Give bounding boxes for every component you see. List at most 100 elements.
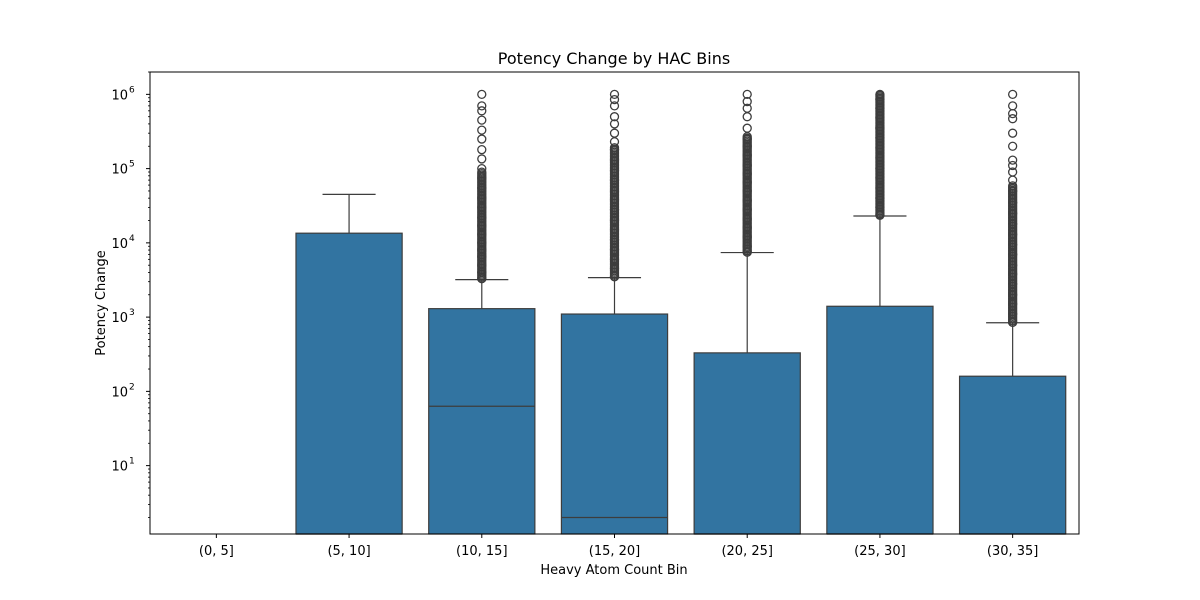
outlier-point [1007,290,1018,300]
outlier-point [477,163,487,174]
y-tick-exponent: 6 [129,85,135,95]
outlier-point [875,94,885,105]
outlier-point [1007,89,1018,100]
outlier-point [742,150,752,161]
outlier-point [609,186,620,196]
outlier-point [477,183,487,193]
box-body [826,305,934,535]
outlier-point [1007,181,1018,191]
outlier-point [1007,160,1018,171]
outlier-point [477,202,487,213]
x-tick-label: (10, 15] [456,544,508,559]
outlier-point [1007,249,1018,260]
outlier-point [477,125,487,135]
outlier-point [875,183,885,193]
chart-title: Potency Change by HAC Bins [498,49,730,68]
outlier-point [1007,219,1018,229]
outlier-point [609,195,620,205]
outlier-point [742,247,752,257]
outlier-point [609,101,620,111]
box-group [295,193,403,535]
outlier-point [742,112,752,122]
y-tick-label: 10 [111,385,128,400]
x-tick-label: (0, 5] [199,544,234,559]
outlier-point [477,101,487,111]
outlier-point [609,215,620,226]
outlier-point [1007,260,1018,270]
outlier-point [742,96,752,107]
outlier-point [1007,239,1018,250]
y-tick-label: 10 [111,311,128,326]
x-tick-label: (25, 30] [854,544,906,559]
outlier-point [742,214,752,224]
y-tick-exponent: 3 [129,308,135,318]
outlier-point [609,119,620,129]
outlier-point [1007,186,1018,196]
outlier-point [875,173,885,183]
box-group [428,89,536,535]
box-group [693,89,801,535]
outlier-point [1007,141,1018,151]
outlier-point [477,106,487,116]
x-axis-label: Heavy Atom Count Bin [540,563,687,578]
outlier-point [609,263,620,274]
y-tick-exponent: 5 [129,160,135,170]
box-group [826,89,934,535]
outlier-point [1007,269,1018,279]
y-tick-exponent: 4 [129,234,135,244]
outlier-point [875,143,885,153]
box-body [693,352,801,535]
outlier-point [609,137,620,147]
x-tick-label: (15, 20] [589,544,641,559]
outlier-point [609,245,620,255]
y-tick-exponent: 1 [129,457,135,467]
outlier-point [477,267,487,278]
outlier-point [742,123,752,133]
box-group [958,89,1067,535]
outlier-point [477,173,487,183]
y-tick-label: 10 [111,88,128,103]
outlier-point [477,89,487,100]
outlier-point [477,245,487,255]
outlier-point [609,112,620,122]
outlier-point [477,193,487,203]
outlier-point [875,163,885,174]
outlier-point [609,155,620,165]
outlier-point [477,115,487,125]
y-tick-label: 10 [111,163,128,178]
outlier-point [1007,108,1018,119]
y-axis-label: Potency Change [94,250,109,355]
outlier-point [609,235,620,245]
outlier-point [742,160,752,171]
x-tick-label: (20, 25] [721,544,773,559]
y-tick-label: 10 [111,460,128,475]
outlier-point [1007,197,1018,208]
outlier-point [477,252,487,262]
outlier-point [875,209,885,220]
y-tick-exponent: 2 [129,382,135,392]
box-body [428,308,536,535]
x-axis: (0, 5] (5, 10] (10, 15] (15, 20] (20, 25] (25… [199,534,1038,559]
outlier-point [477,167,487,177]
outlier-point [742,232,752,242]
outlier-point [1007,155,1018,165]
outlier-point [609,128,620,138]
plot-area [295,89,1067,535]
outlier-point [875,193,885,203]
outlier-point [1007,101,1018,111]
outlier-point [1007,208,1018,218]
outlier-point [742,241,752,251]
outlier-point [609,165,620,175]
outlier-point [1007,309,1018,319]
outlier-point [742,223,752,233]
outlier-point [609,89,620,100]
outlier-point [742,103,752,113]
outlier-point [875,133,885,143]
box-group [560,89,669,535]
box-body [295,232,403,535]
x-tick-label: (5, 10] [327,544,370,559]
outlier-point [477,229,487,240]
